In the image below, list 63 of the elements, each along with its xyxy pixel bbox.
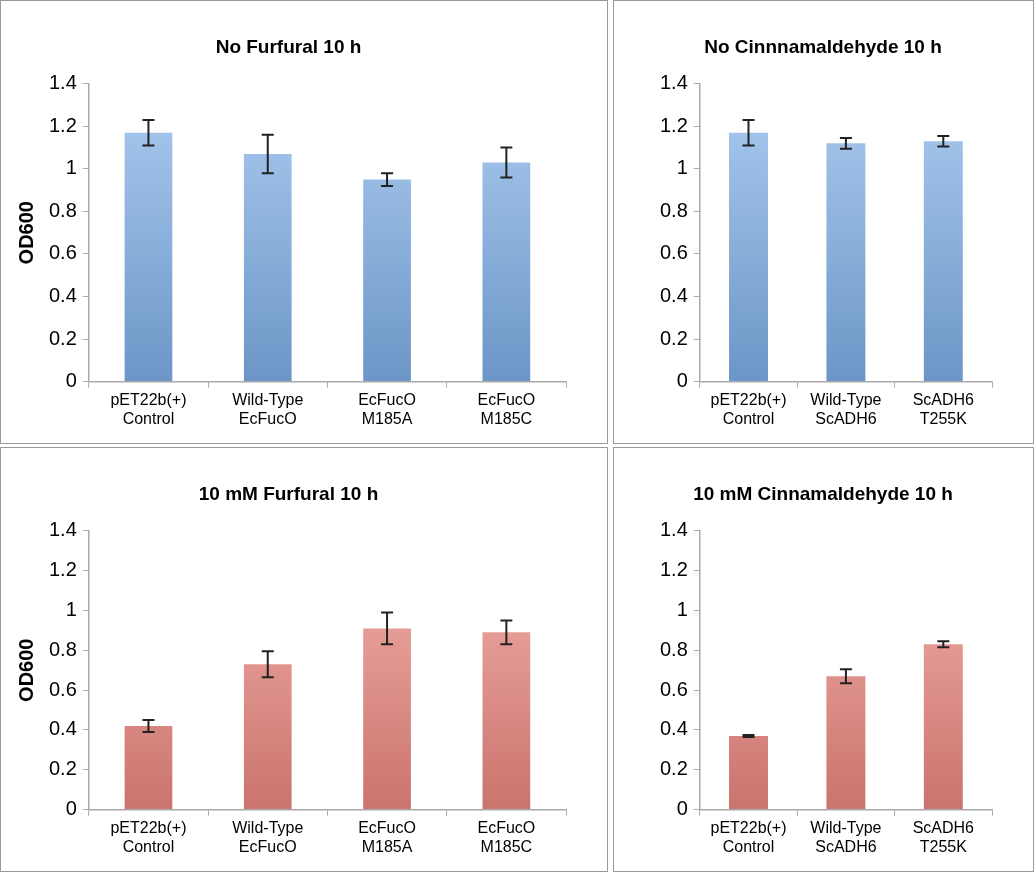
x-tick-label: pET22b(+) Control	[110, 390, 187, 427]
y-tick-label: 1.4	[659, 518, 688, 541]
y-tick-label: 1	[65, 156, 77, 179]
y-tick-label: 0.4	[48, 284, 77, 307]
y-tick-label: 1.2	[48, 113, 77, 136]
x-tick-label: ScADH6 T255K	[912, 390, 975, 427]
x-tick-label: EcFucO M185C	[477, 818, 536, 855]
y-tick-label: 0.6	[659, 241, 688, 264]
x-tick-label: ScADH6 T255K	[912, 818, 975, 855]
x-tick-label: Wild-Type ScADH6	[810, 390, 882, 427]
x-tick-label: Wild-Type EcFucO	[232, 818, 304, 855]
y-tick-label: 0.2	[48, 326, 77, 349]
bar	[923, 644, 963, 810]
y-tick-label: 1.4	[659, 71, 688, 94]
y-tick-label: 0.2	[659, 326, 688, 349]
y-tick-label: 0	[676, 369, 688, 392]
bar	[363, 179, 411, 382]
y-axis-title: OD600	[14, 201, 37, 265]
chart-title: 10 mM Cinnamaldehyde 10 h	[693, 482, 953, 504]
y-tick-label: 1	[65, 597, 77, 620]
y-tick-label: 0.2	[48, 757, 77, 780]
bar	[243, 664, 292, 810]
y-tick-label: 1.2	[659, 113, 688, 136]
bar	[482, 162, 531, 382]
y-tick-label: 0	[65, 797, 77, 820]
y-tick-label: 1.4	[48, 518, 77, 541]
y-tick-label: 0.8	[659, 637, 688, 660]
bar	[124, 725, 173, 810]
y-tick-label: 1	[676, 597, 688, 620]
y-tick-label: 0.6	[659, 677, 688, 700]
y-tick-label: 0	[65, 369, 77, 392]
x-tick-label: EcFucO M185C	[477, 390, 536, 427]
x-tick-label: Wild-Type ScADH6	[810, 818, 882, 855]
x-tick-label: EcFucO M185A	[358, 390, 416, 427]
x-tick-label: EcFucO M185A	[358, 818, 416, 855]
bar	[124, 132, 173, 382]
y-tick-label: 1.4	[48, 71, 77, 94]
bar	[363, 628, 411, 810]
y-tick-label: 0.2	[659, 757, 688, 780]
y-tick-label: 0.6	[48, 677, 77, 700]
x-tick-label: Wild-Type EcFucO	[232, 390, 304, 427]
chart-title: 10 mM Furfural 10 h	[198, 482, 379, 504]
chart-title: No Cinnnamaldehyde 10 h	[704, 35, 942, 57]
chart-title: No Furfural 10 h	[215, 35, 362, 57]
y-tick-label: 0.8	[48, 637, 77, 660]
y-tick-label: 0.8	[48, 198, 77, 221]
y-tick-label: 1.2	[659, 558, 688, 581]
bar	[482, 632, 531, 810]
y-tick-label: 1	[676, 156, 688, 179]
y-tick-label: 0.4	[659, 284, 688, 307]
y-tick-label: 0.4	[48, 717, 77, 740]
x-tick-label: pET22b(+) Control	[710, 818, 787, 855]
y-tick-label: 0.8	[659, 198, 688, 221]
x-tick-label: pET22b(+) Control	[710, 390, 787, 427]
y-axis-title: OD600	[14, 638, 37, 702]
bar	[243, 154, 292, 382]
y-tick-label: 0.6	[48, 241, 77, 264]
y-tick-label: 1.2	[48, 558, 77, 581]
x-tick-label: pET22b(+) Control	[110, 818, 187, 855]
y-tick-label: 0.4	[659, 717, 688, 740]
bar	[826, 676, 866, 810]
bar	[729, 735, 768, 810]
y-tick-label: 0	[676, 797, 688, 820]
